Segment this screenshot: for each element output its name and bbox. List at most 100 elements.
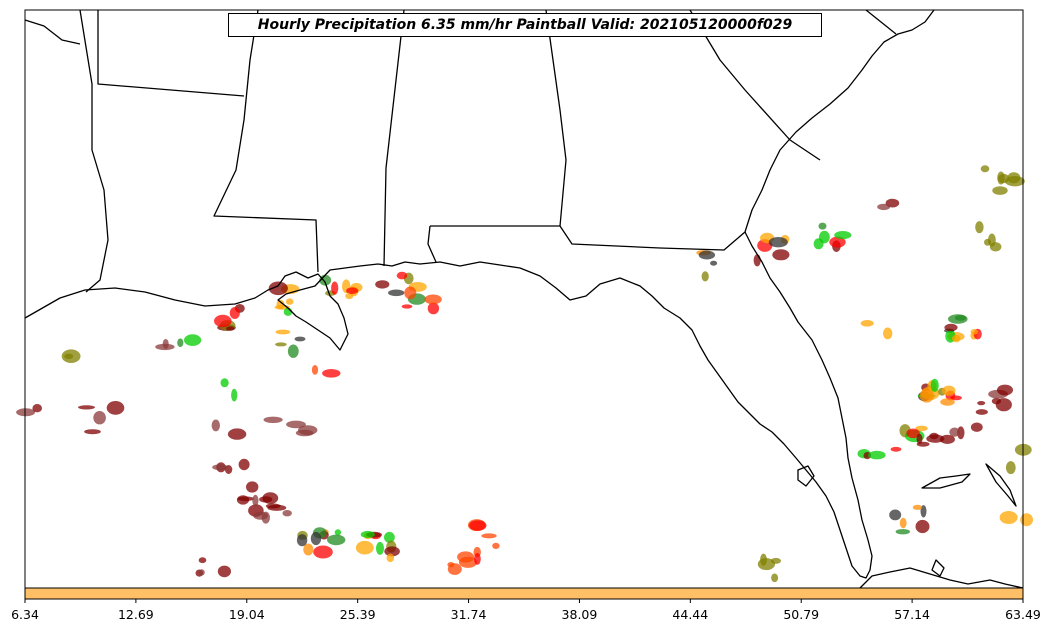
precip-blob [997, 384, 1013, 396]
precip-blob [246, 481, 259, 493]
precip-blob [294, 336, 306, 342]
colorbar-ticks [24, 599, 1024, 603]
precip-blob [198, 557, 207, 564]
precip-blob [999, 511, 1018, 524]
precip-blob [275, 329, 291, 335]
precip-blob [474, 553, 481, 565]
precip-blob [710, 260, 718, 266]
precip-blob [93, 411, 106, 425]
colorbar-tick-label: 44.44 [672, 607, 709, 622]
precip-blob [401, 304, 413, 309]
precip-blob [311, 365, 319, 375]
precip-blob [211, 419, 220, 432]
precip-blob [929, 432, 939, 440]
precip-blob [276, 299, 285, 310]
colorbar-tick-label: 19.04 [228, 607, 265, 622]
precip-blob [954, 315, 967, 321]
precip-blob [916, 433, 923, 444]
bahamas-island-2 [985, 463, 1017, 507]
fl-ga-al-border [430, 225, 746, 251]
colorbar-tick-label: 57.14 [894, 607, 931, 622]
lake-okeechobee [797, 465, 815, 487]
precip-blob [396, 271, 408, 280]
precip-blob [970, 329, 978, 335]
texas-north-coast [24, 19, 81, 45]
precip-blob [355, 540, 374, 555]
precip-blob [84, 429, 101, 435]
precip-blob [771, 573, 779, 583]
gulf-coastline [24, 231, 873, 579]
precip-blob [236, 495, 250, 505]
precip-blob [698, 250, 716, 260]
precip-blob [949, 427, 960, 437]
precip-blob [334, 529, 342, 536]
precip-blob [883, 327, 893, 340]
precip-blob [229, 307, 240, 319]
precip-blob [829, 236, 846, 248]
precip-blob [327, 534, 346, 546]
precip-blob [701, 271, 709, 282]
bahamas-island [921, 473, 971, 489]
precip-blob [155, 343, 175, 351]
precip-blob [868, 450, 886, 460]
ark-la-border [97, 10, 245, 97]
precip-blob [303, 543, 314, 556]
precip-blob [772, 249, 790, 261]
precip-blob [889, 509, 902, 521]
precip-blob [980, 165, 990, 173]
precip-blob [912, 504, 923, 510]
precip-blob [296, 534, 308, 547]
la-ms-border [213, 9, 319, 273]
precip-blob [346, 287, 359, 295]
precip-blob [231, 388, 238, 402]
precip-blob [919, 389, 934, 403]
precip-blob [895, 529, 910, 535]
precip-blob [212, 464, 229, 471]
precip-blob [768, 237, 788, 248]
precip-blob [915, 425, 928, 432]
precip-blob [313, 545, 333, 559]
precip-blob [890, 446, 902, 452]
precip-blob [447, 563, 462, 575]
precip-blob [376, 541, 384, 555]
cuba-coastline [859, 567, 1024, 589]
precip-blob [227, 428, 247, 440]
precip-blob [977, 401, 986, 406]
precip-blob [942, 385, 956, 396]
precip-blob [997, 171, 1005, 185]
precip-blob [345, 292, 354, 300]
atlantic-coastline [744, 9, 935, 233]
precip-blob [818, 222, 827, 230]
al-ga-border [545, 9, 567, 227]
colorbar-tick-label: 63.49 [1005, 607, 1041, 622]
precip-blob [214, 314, 232, 328]
map-area [25, 10, 1023, 588]
precip-blob [375, 280, 390, 289]
precip-blob [263, 416, 283, 423]
precip-blob [253, 511, 268, 520]
precip-blob [899, 517, 907, 529]
precip-blob [877, 203, 891, 211]
precip-blob [915, 519, 930, 534]
precip-blob [906, 428, 920, 439]
precip-blob [106, 401, 125, 415]
precip-blob [198, 569, 205, 576]
precip-blob [1005, 461, 1016, 475]
colorbar-tick-label: 50.79 [783, 607, 820, 622]
al-fl-border [427, 225, 437, 263]
precip-blob [970, 422, 983, 432]
ga-sc-border [689, 9, 821, 161]
precip-blob [226, 326, 235, 331]
colorbar-tick-label: 25.39 [339, 607, 376, 622]
precip-blob [492, 542, 500, 550]
precip-blob [331, 281, 339, 295]
colorbar-tick-label: 6.34 [11, 607, 39, 622]
precip-blob [16, 408, 36, 417]
precip-blob [265, 503, 281, 509]
precip-blob [427, 302, 440, 315]
precip-blob [944, 323, 958, 332]
precip-blob [469, 520, 487, 531]
precip-blob [184, 334, 202, 346]
bahamas-island-3 [931, 559, 945, 577]
